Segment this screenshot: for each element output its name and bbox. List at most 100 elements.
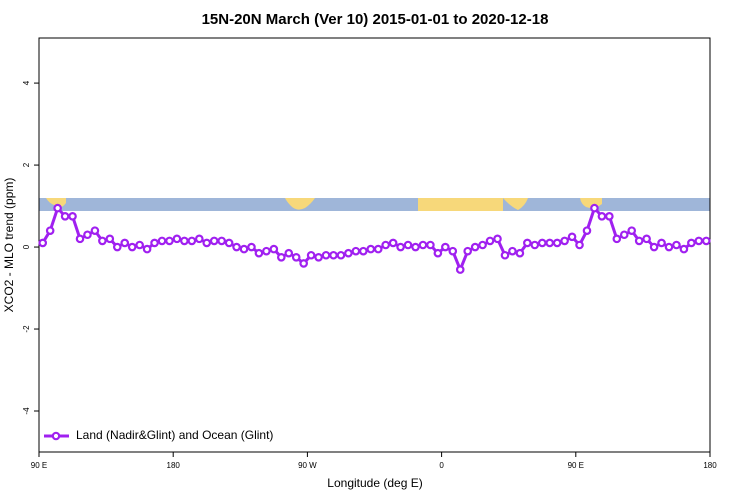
data-point — [75, 234, 85, 244]
x-tick-label: 90 W — [298, 461, 317, 470]
data-point — [560, 236, 569, 246]
legend-marker — [51, 431, 61, 441]
data-point — [120, 238, 130, 248]
data-point — [344, 248, 353, 258]
data-point — [418, 240, 428, 250]
data-point — [642, 234, 651, 244]
data-point — [567, 232, 577, 242]
data-point — [187, 236, 197, 246]
data-point — [142, 244, 152, 254]
y-tick-label: -2 — [22, 325, 31, 333]
data-point — [381, 240, 390, 250]
data-point — [530, 240, 540, 250]
data-point — [336, 250, 346, 260]
data-point — [649, 242, 659, 252]
data-point — [284, 248, 294, 258]
x-tick-label: 180 — [167, 461, 181, 470]
data-point — [112, 242, 122, 252]
chart-title: 15N-20N March (Ver 10) 2015-01-01 to 202… — [202, 11, 549, 28]
data-point — [165, 236, 174, 246]
data-point — [254, 248, 264, 258]
data-point — [127, 242, 137, 252]
data-point — [68, 212, 77, 221]
x-tick-label: 0 — [439, 461, 444, 470]
data-point — [411, 242, 420, 252]
data-point — [664, 242, 674, 252]
data-point — [701, 236, 711, 246]
data-point — [83, 230, 92, 240]
data-point — [321, 250, 331, 260]
data-point — [582, 226, 592, 235]
data-point — [224, 238, 234, 248]
data-point — [90, 226, 100, 235]
data-point — [209, 236, 219, 246]
data-point — [45, 226, 55, 235]
data-point — [500, 250, 510, 260]
data-point — [314, 252, 323, 262]
data-point — [537, 238, 547, 248]
data-point — [202, 238, 212, 248]
data-point — [515, 248, 525, 258]
data-point — [590, 203, 599, 213]
data-point — [396, 242, 405, 252]
data-point — [545, 238, 555, 248]
data-point — [194, 234, 204, 244]
data-point — [232, 242, 241, 252]
data-point — [605, 212, 614, 221]
data-point — [306, 250, 316, 260]
data-point — [135, 240, 144, 250]
data-point — [612, 234, 622, 244]
data-point — [239, 244, 249, 254]
y-tick-label: 2 — [22, 162, 31, 167]
data-point — [672, 240, 681, 250]
y-tick-label: -4 — [22, 407, 31, 415]
data-point — [247, 242, 256, 252]
data-point — [277, 252, 286, 262]
data-point — [351, 246, 361, 256]
data-point — [485, 236, 495, 246]
data-point — [433, 248, 443, 258]
data-point — [478, 240, 487, 250]
data-point — [172, 234, 182, 244]
x-tick-label: 180 — [703, 461, 717, 470]
data-point — [448, 246, 458, 256]
data-point — [403, 240, 413, 250]
data-point — [388, 238, 398, 248]
data-point — [493, 234, 502, 244]
data-point — [694, 236, 704, 246]
legend-label: Land (Nadir&Glint) and Ocean (Glint) — [76, 428, 273, 442]
data-point — [508, 246, 517, 256]
data-point — [470, 242, 480, 252]
data-point — [60, 212, 70, 221]
data-point — [657, 238, 666, 248]
y-tick-label: 0 — [22, 244, 31, 249]
data-point — [575, 240, 584, 250]
data-point — [291, 252, 301, 262]
data-point — [366, 244, 376, 254]
x-axis-label: Longitude (deg E) — [327, 476, 422, 490]
data-point — [53, 203, 62, 213]
data-point — [105, 234, 115, 244]
data-point — [523, 238, 532, 248]
data-point — [687, 238, 696, 248]
data-point — [634, 236, 644, 246]
data-point — [98, 236, 107, 246]
data-point — [441, 242, 450, 252]
x-tick-label: 90 E — [568, 461, 584, 470]
data-point — [157, 236, 167, 246]
data-point — [217, 236, 226, 246]
y-axis-label: XCO2 - MLO trend (ppm) — [2, 178, 16, 313]
data-point — [597, 212, 607, 221]
map-strip — [39, 198, 710, 211]
data-point — [150, 238, 159, 248]
data-point — [455, 265, 465, 274]
data-point — [180, 236, 189, 246]
x-tick-label: 90 E — [31, 461, 47, 470]
data-point — [619, 230, 629, 240]
data-point — [329, 250, 338, 260]
data-point — [373, 244, 383, 254]
data-point — [679, 244, 689, 254]
data-point — [359, 246, 368, 256]
data-point — [426, 240, 435, 250]
